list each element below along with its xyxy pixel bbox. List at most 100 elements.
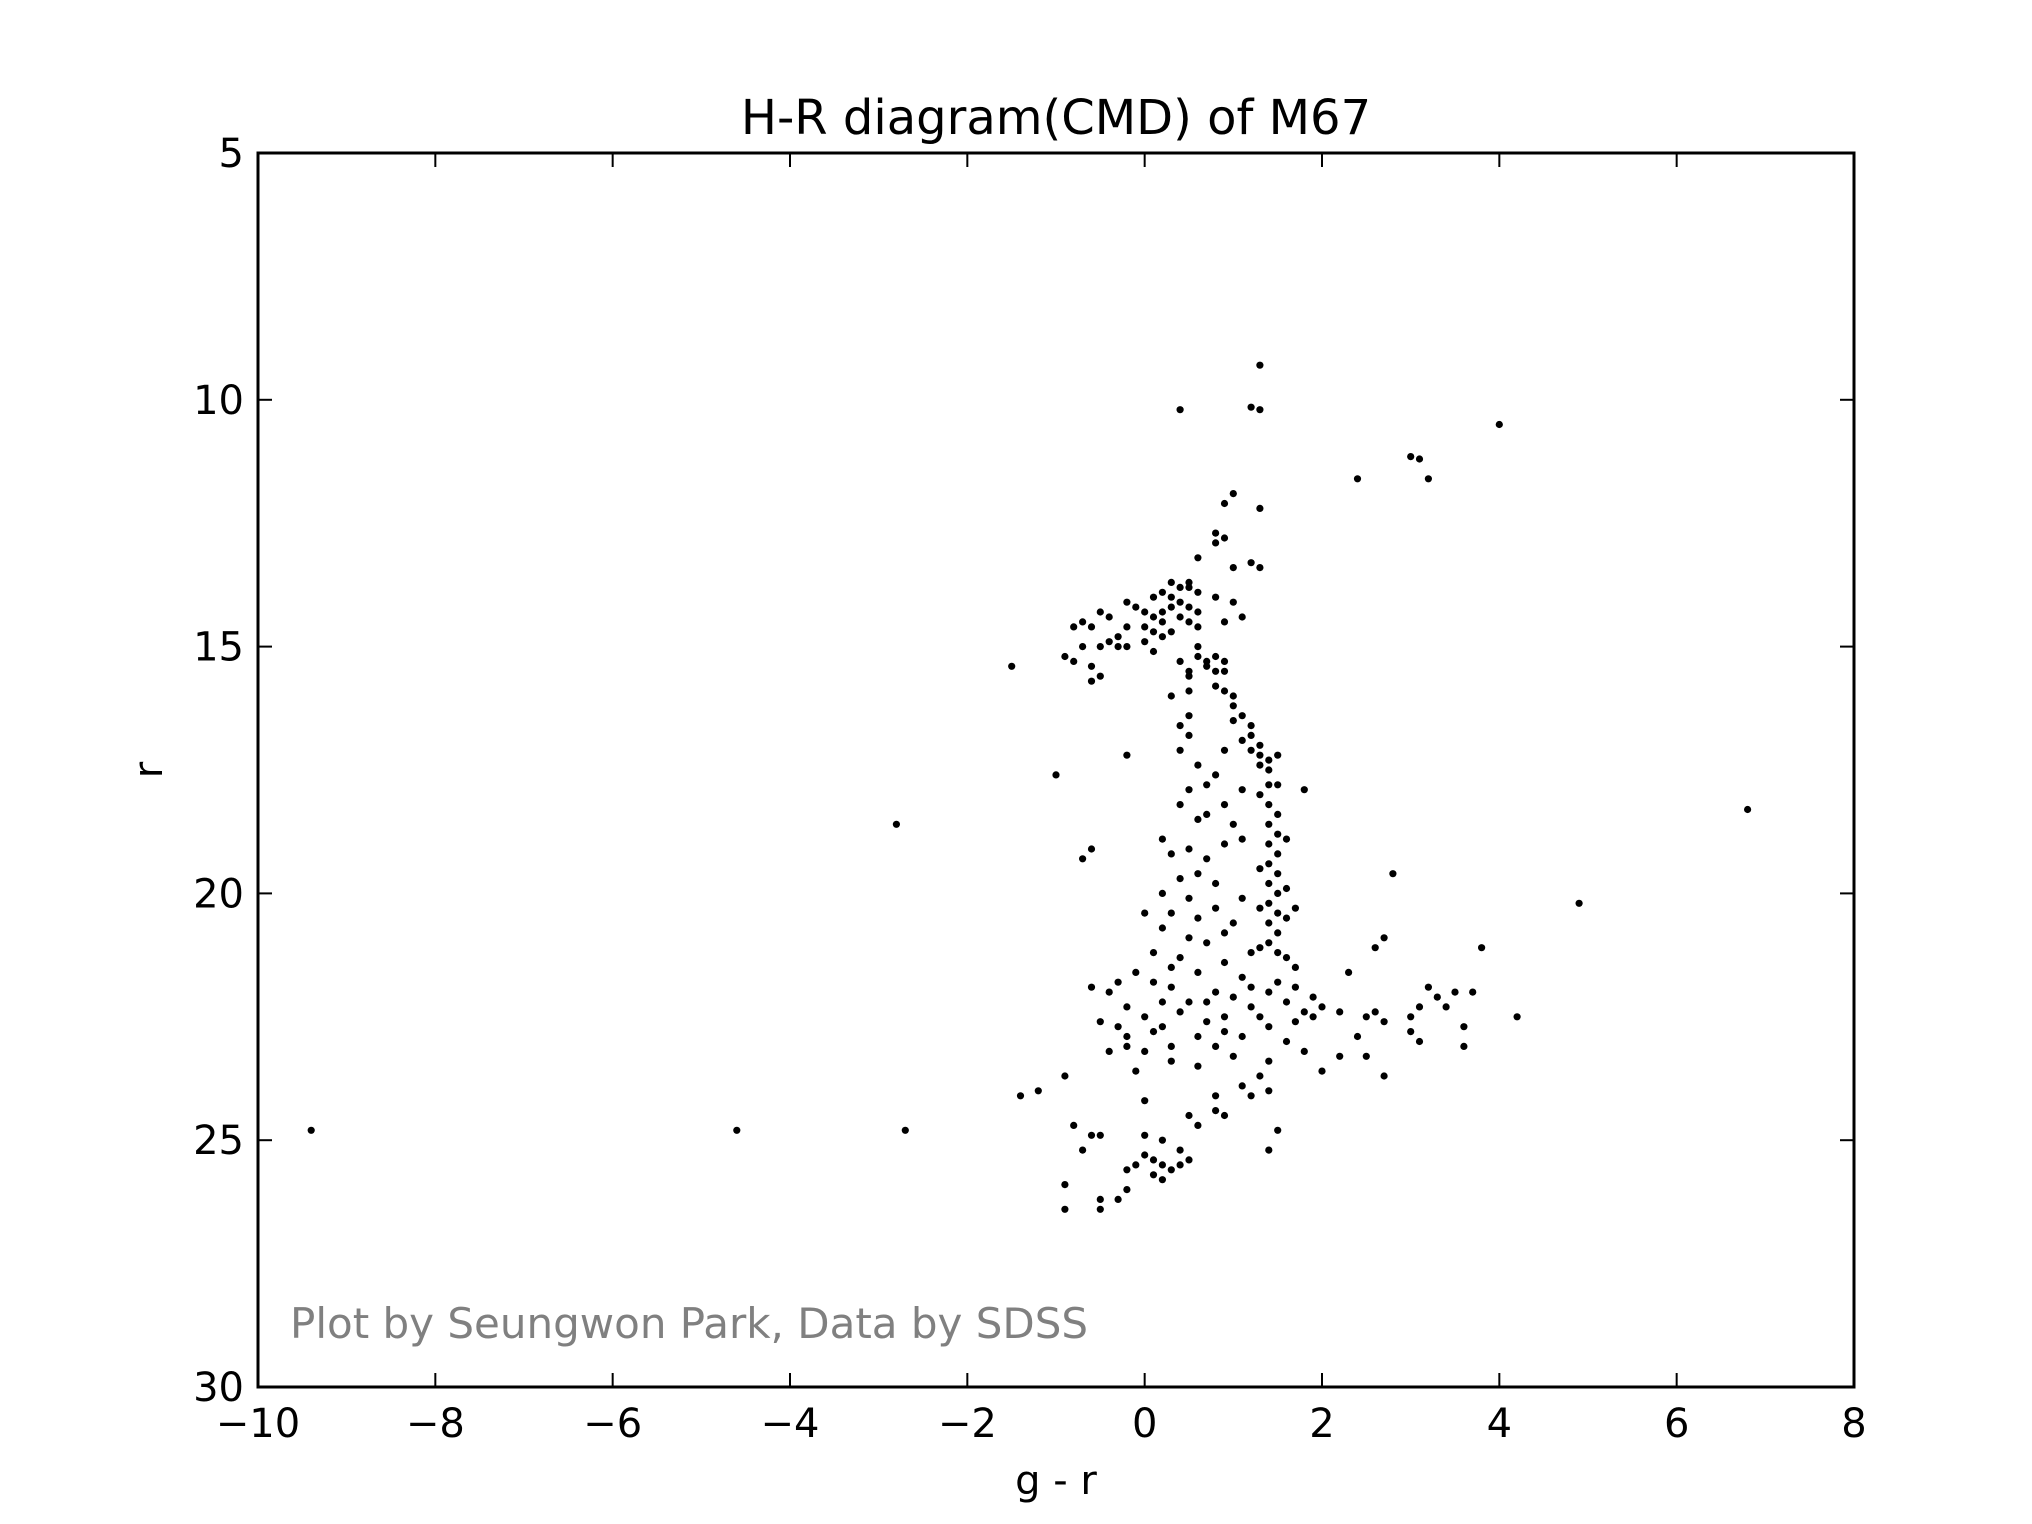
x-tick-label: 4: [1487, 1401, 1512, 1447]
data-point: [1229, 490, 1237, 498]
data-point: [1158, 924, 1166, 932]
data-point: [1353, 475, 1362, 483]
data-point: [1220, 657, 1229, 666]
data-point: [1123, 1032, 1131, 1041]
data-point: [1451, 988, 1459, 996]
data-point: [1194, 1062, 1202, 1070]
data-point: [1274, 870, 1282, 878]
data-point: [1149, 1171, 1158, 1179]
data-point: [1123, 598, 1131, 606]
data-point: [1247, 559, 1255, 567]
data-point: [1176, 1008, 1184, 1016]
data-point: [1318, 1003, 1326, 1011]
data-point: [1141, 1097, 1149, 1105]
data-point: [1061, 1072, 1069, 1080]
data-point: [1513, 1013, 1521, 1021]
data-point: [1353, 1032, 1362, 1041]
data-point: [1185, 731, 1193, 740]
data-point: [1123, 1186, 1131, 1194]
data-point: [1362, 1013, 1370, 1021]
data-point: [1460, 1042, 1468, 1050]
data-point: [1079, 855, 1087, 863]
data-point: [1167, 1166, 1175, 1174]
data-point: [1265, 820, 1273, 828]
data-point: [1256, 761, 1264, 769]
data-point: [1194, 815, 1202, 824]
data-point: [1141, 1013, 1149, 1021]
data-point: [1167, 1057, 1175, 1065]
data-point: [1176, 875, 1184, 883]
data-point: [1274, 978, 1282, 986]
data-point: [1141, 1151, 1149, 1159]
data-point: [1442, 1003, 1450, 1011]
data-point: [307, 1126, 315, 1134]
data-point: [1185, 603, 1193, 611]
data-point: [1389, 870, 1397, 878]
data-point: [1265, 1057, 1273, 1065]
data-point: [1096, 672, 1104, 680]
data-point: [1229, 919, 1237, 927]
data-point: [1105, 1047, 1113, 1055]
data-point: [1167, 909, 1175, 917]
data-point: [1212, 652, 1220, 661]
data-point: [1247, 949, 1255, 957]
data-point: [1220, 746, 1229, 754]
data-point: [1203, 657, 1211, 666]
data-point: [1070, 657, 1078, 666]
x-tick-label: 2: [1309, 1401, 1334, 1447]
data-point: [1238, 1082, 1246, 1090]
data-point: [1149, 613, 1158, 621]
data-point: [1052, 771, 1060, 779]
data-point: [1194, 968, 1202, 977]
data-point: [1061, 652, 1069, 661]
data-point: [1141, 608, 1149, 616]
data-point: [1149, 1028, 1158, 1036]
data-point: [1114, 633, 1122, 641]
data-point: [1194, 652, 1202, 661]
data-point: [1158, 835, 1166, 843]
data-point: [1220, 499, 1229, 508]
data-point: [1158, 633, 1166, 641]
data-point: [1079, 643, 1087, 651]
data-point: [901, 1126, 909, 1134]
data-point: [1203, 810, 1211, 819]
data-point: [1415, 455, 1424, 463]
data-point: [1087, 1131, 1096, 1139]
data-point: [1087, 662, 1096, 670]
data-point: [1433, 993, 1441, 1001]
data-point: [1274, 810, 1282, 819]
data-point: [1194, 554, 1202, 562]
data-point: [1371, 944, 1379, 952]
data-point: [1238, 973, 1246, 981]
x-tick-label: 8: [1841, 1401, 1866, 1447]
data-point: [1176, 1146, 1184, 1154]
data-point: [1220, 667, 1229, 675]
data-point: [1212, 1107, 1220, 1115]
data-point: [1132, 1067, 1140, 1075]
data-point: [1345, 968, 1353, 977]
data-point: [1176, 1161, 1184, 1169]
data-point: [1478, 944, 1486, 952]
data-point: [1220, 1013, 1229, 1021]
data-point: [1495, 420, 1503, 429]
data-point: [1415, 1003, 1424, 1011]
data-point: [1185, 998, 1193, 1006]
data-point: [1407, 1028, 1415, 1036]
data-point: [1265, 766, 1273, 774]
data-point: [1176, 954, 1184, 962]
data-point: [1256, 1013, 1264, 1021]
data-point: [1220, 534, 1229, 542]
data-point: [1256, 564, 1264, 572]
data-point: [1176, 613, 1184, 621]
data-point: [1265, 801, 1273, 809]
data-point: [1158, 1161, 1166, 1169]
data-point: [1229, 564, 1237, 572]
data-point: [1265, 781, 1273, 789]
data-point: [1167, 603, 1175, 611]
data-point: [1194, 870, 1202, 878]
data-point: [1300, 786, 1308, 794]
data-point: [1123, 1166, 1131, 1174]
data-point: [1265, 756, 1273, 764]
